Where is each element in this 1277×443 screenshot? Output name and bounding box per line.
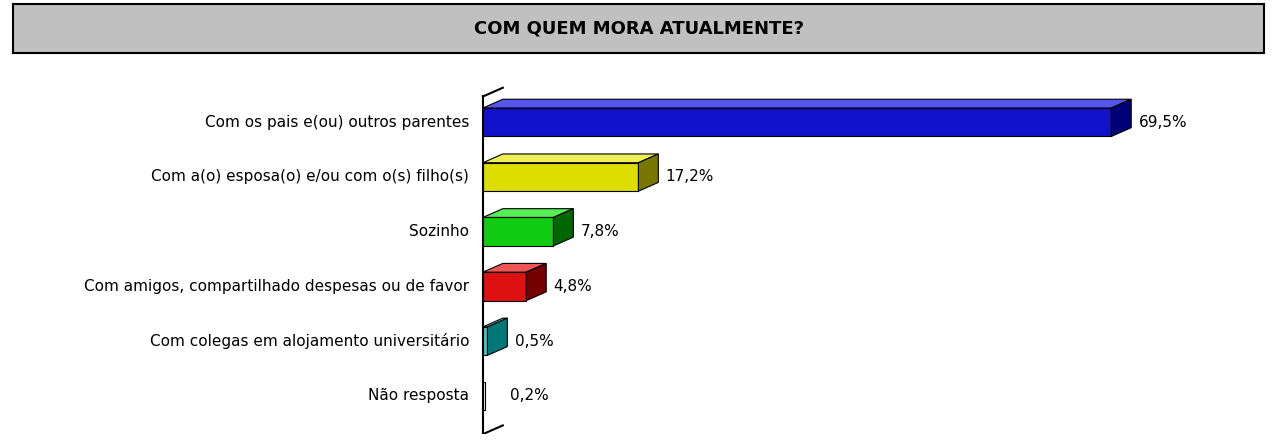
Polygon shape: [1111, 99, 1131, 136]
Polygon shape: [526, 264, 547, 301]
Polygon shape: [553, 209, 573, 246]
Bar: [483, 381, 485, 410]
Text: 0,5%: 0,5%: [515, 334, 553, 349]
Text: 69,5%: 69,5%: [1138, 115, 1188, 130]
Polygon shape: [483, 209, 573, 218]
Bar: [483, 163, 638, 191]
Text: COM QUEM MORA ATUALMENTE?: COM QUEM MORA ATUALMENTE?: [474, 20, 803, 38]
Polygon shape: [483, 264, 547, 272]
Polygon shape: [488, 318, 507, 355]
Text: Com os pais e(ou) outros parentes: Com os pais e(ou) outros parentes: [206, 115, 470, 130]
Polygon shape: [483, 318, 507, 327]
Text: Com amigos, compartilhado despesas ou de favor: Com amigos, compartilhado despesas ou de…: [84, 279, 470, 294]
Bar: [483, 218, 553, 246]
Bar: [483, 327, 488, 355]
Text: Sozinho: Sozinho: [410, 224, 470, 239]
Text: Não resposta: Não resposta: [368, 389, 470, 403]
Bar: [483, 272, 526, 301]
Text: 17,2%: 17,2%: [665, 169, 714, 184]
Polygon shape: [483, 154, 659, 163]
Polygon shape: [638, 154, 659, 191]
Text: 0,2%: 0,2%: [510, 389, 549, 403]
Text: 4,8%: 4,8%: [553, 279, 593, 294]
Polygon shape: [483, 99, 1131, 108]
Text: Com colegas em alojamento universitário: Com colegas em alojamento universitário: [149, 333, 470, 349]
Text: Com a(o) esposa(o) e/ou com o(s) filho(s): Com a(o) esposa(o) e/ou com o(s) filho(s…: [152, 169, 470, 184]
Bar: [483, 108, 1111, 136]
Text: 7,8%: 7,8%: [581, 224, 619, 239]
